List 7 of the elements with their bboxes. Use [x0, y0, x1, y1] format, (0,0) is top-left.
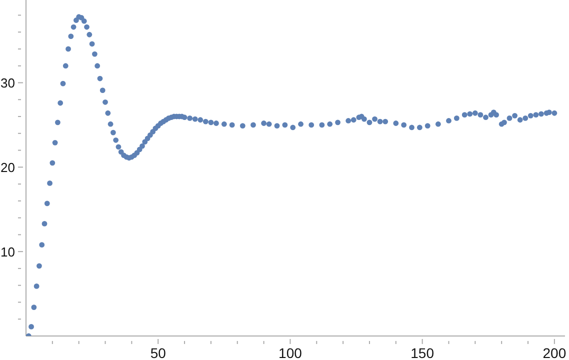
y-tick-label: 30 [0, 76, 15, 91]
x-tick-label: 100 [278, 345, 302, 360]
x-tick-label: 50 [150, 345, 166, 360]
x-tick-label: 150 [410, 345, 434, 360]
y-tick-label: 20 [0, 160, 15, 176]
y-tick-label: 10 [0, 244, 15, 260]
x-tick-label: 200 [542, 345, 566, 360]
